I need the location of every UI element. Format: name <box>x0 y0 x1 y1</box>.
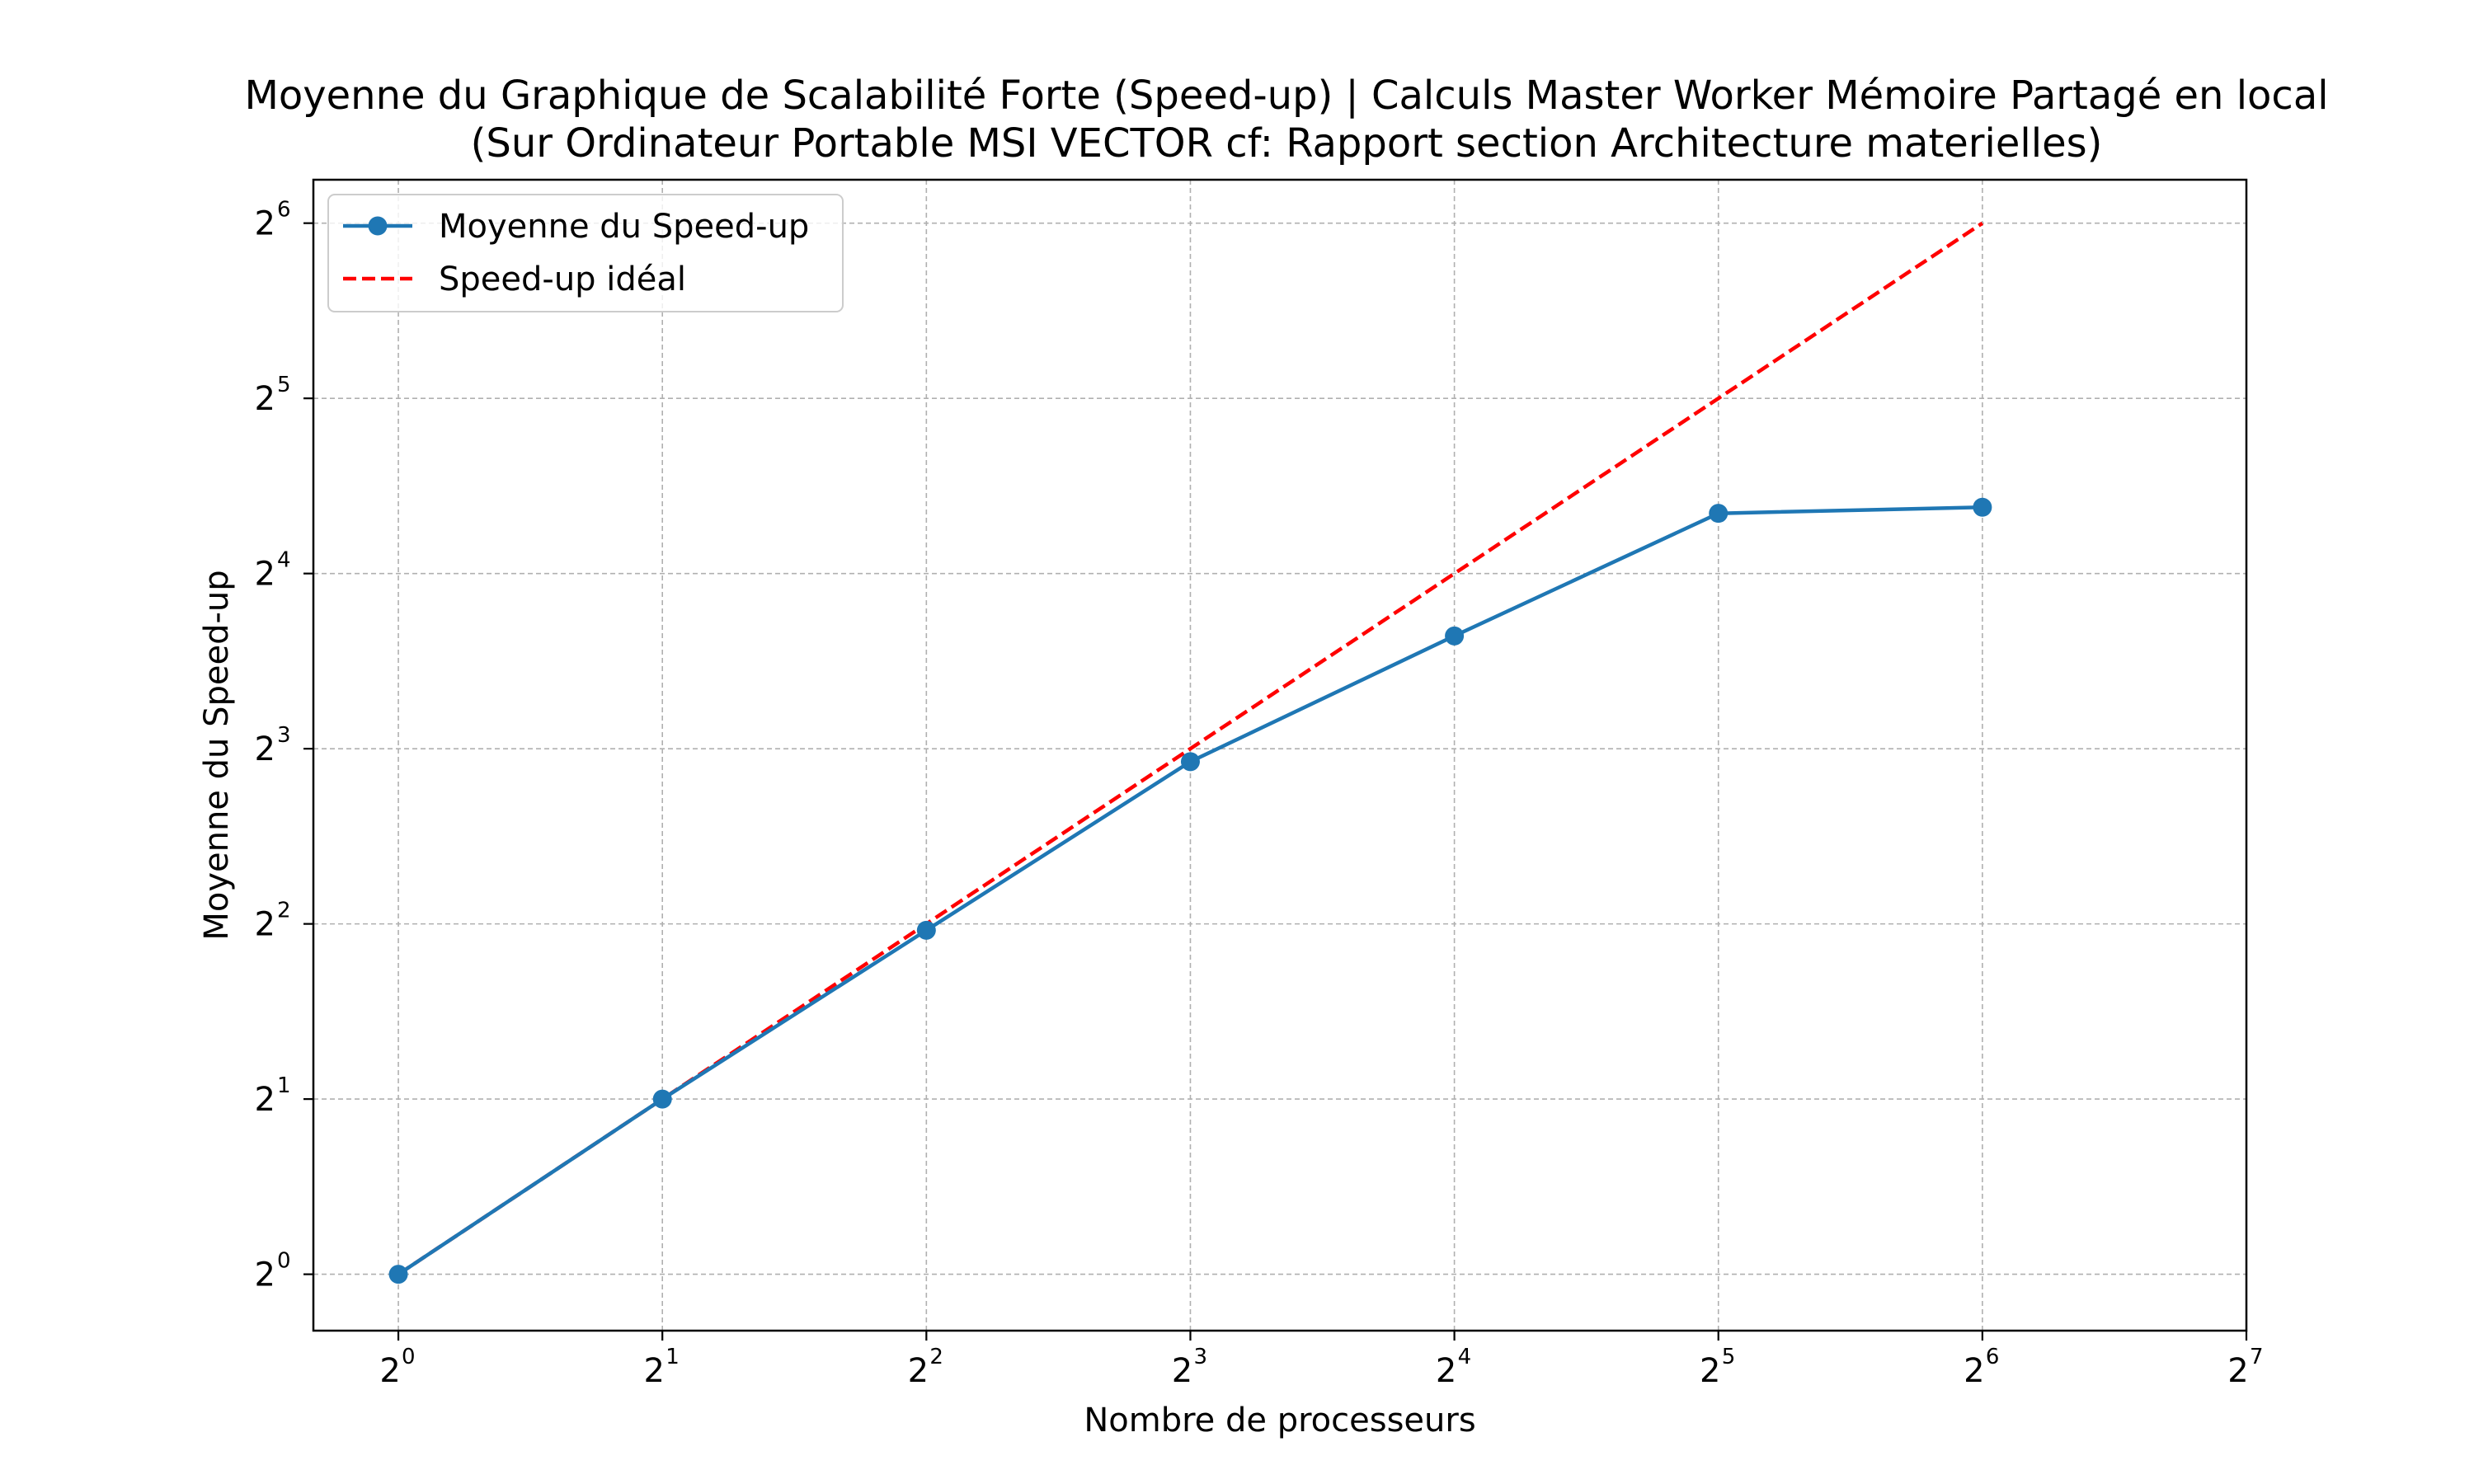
y-axis-label: Moyenne du Speed-up <box>198 570 236 940</box>
y-tick-exponent: 3 <box>277 723 291 748</box>
ideal-speedup-line <box>397 221 1984 1276</box>
y-tick-label: 2 <box>255 205 275 243</box>
x-tick-label: 2 <box>1700 1352 1720 1390</box>
y-axis-ticks: 2 02 12 22 32 42 52 6 <box>255 198 313 1294</box>
x-tick-exponent: 0 <box>402 1345 416 1369</box>
y-tick-exponent: 1 <box>277 1073 291 1098</box>
x-tick-exponent: 7 <box>2250 1345 2264 1369</box>
y-tick-exponent: 6 <box>277 198 291 223</box>
legend: Moyenne du Speed-up Speed-up idéal <box>327 194 844 312</box>
mean-speedup-point <box>1973 497 1992 517</box>
y-tick-label: 2 <box>255 1256 275 1294</box>
x-tick-label: 2 <box>1964 1352 1984 1390</box>
x-axis-label: Nombre de processeurs <box>1084 1402 1475 1439</box>
mean-series <box>388 497 1992 1284</box>
ideal-series <box>397 221 1984 1276</box>
y-tick-label: 2 <box>255 906 275 944</box>
mean-speedup-point <box>652 1089 672 1109</box>
y-tick-exponent: 5 <box>277 373 291 397</box>
chart-subtitle: (Sur Ordinateur Portable MSI VECTOR cf: … <box>471 120 2103 167</box>
x-tick-exponent: 2 <box>929 1345 943 1369</box>
y-tick-label: 2 <box>255 1081 275 1119</box>
x-tick-label: 2 <box>2227 1352 2248 1390</box>
x-tick-label: 2 <box>1436 1352 1456 1390</box>
legend-label-mean: Moyenne du Speed-up <box>439 208 809 246</box>
mean-speedup-point <box>1709 504 1729 524</box>
x-tick-exponent: 3 <box>1193 1345 1207 1369</box>
x-tick-label: 2 <box>379 1352 400 1390</box>
legend-box <box>327 194 844 312</box>
y-tick-label: 2 <box>255 556 275 594</box>
x-tick-exponent: 6 <box>1986 1345 2000 1369</box>
y-tick-exponent: 2 <box>277 899 291 923</box>
mean-speedup-point <box>1445 626 1465 646</box>
mean-speedup-point <box>916 920 936 940</box>
chart-title: Moyenne du Graphique de Scalabilité Fort… <box>244 73 2328 119</box>
y-tick-exponent: 0 <box>277 1249 291 1274</box>
x-tick-exponent: 1 <box>666 1345 680 1369</box>
y-tick-label: 2 <box>255 730 275 768</box>
x-tick-label: 2 <box>1172 1352 1192 1390</box>
mean-speedup-point <box>388 1265 408 1284</box>
x-tick-label: 2 <box>908 1352 929 1390</box>
x-tick-label: 2 <box>643 1352 664 1390</box>
legend-marker-mean <box>368 216 388 236</box>
mean-speedup-point <box>1180 752 1200 772</box>
plot-frame <box>312 178 2248 1332</box>
y-tick-exponent: 4 <box>277 548 291 573</box>
y-tick-label: 2 <box>255 380 275 418</box>
legend-label-ideal: Speed-up idéal <box>439 261 686 298</box>
x-tick-exponent: 5 <box>1722 1345 1736 1369</box>
x-tick-exponent: 4 <box>1458 1345 1472 1369</box>
